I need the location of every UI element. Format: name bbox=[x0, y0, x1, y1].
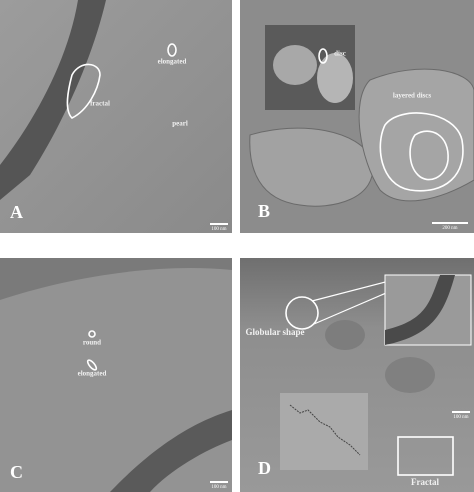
label: Fractal bbox=[411, 477, 439, 487]
particle bbox=[385, 357, 435, 393]
panel-a: elongated fractal pearl A 100 nm bbox=[0, 0, 232, 233]
carbon-film bbox=[0, 0, 106, 200]
inset-region bbox=[385, 275, 455, 345]
connector bbox=[313, 289, 394, 325]
outline bbox=[86, 359, 98, 371]
outline bbox=[66, 63, 101, 119]
label: Globular shape bbox=[245, 327, 304, 337]
particle bbox=[325, 320, 365, 350]
fractal-aggregate bbox=[289, 404, 361, 456]
scale-label: 200 nm bbox=[442, 226, 457, 231]
outline bbox=[285, 296, 319, 330]
label: pearl bbox=[172, 120, 188, 128]
outline bbox=[88, 330, 96, 338]
outline bbox=[379, 112, 464, 192]
label: fractal bbox=[90, 100, 110, 108]
label: round bbox=[83, 339, 101, 347]
inset-region bbox=[273, 45, 317, 85]
label: layered discs bbox=[393, 92, 431, 100]
label: elongated bbox=[78, 370, 107, 378]
panel-letter: B bbox=[258, 201, 270, 221]
scale-label: 100 nm bbox=[211, 485, 226, 490]
scale-label: 100 nm bbox=[211, 227, 226, 232]
panel-letter: C bbox=[10, 462, 23, 482]
panel-c: round elongated C 100 nm bbox=[0, 258, 232, 492]
micrograph bbox=[0, 258, 232, 492]
label: elongated bbox=[158, 58, 187, 66]
panel-d: Globular shape Fractal D 100 nm bbox=[240, 258, 474, 492]
film-region bbox=[249, 127, 374, 207]
outline bbox=[409, 130, 449, 181]
panel-letter: D bbox=[258, 458, 271, 478]
panel-b: disc layered discs B 200 nm bbox=[240, 0, 474, 233]
label: disc bbox=[334, 50, 346, 58]
outline bbox=[397, 436, 454, 476]
film-region bbox=[358, 68, 474, 202]
connector bbox=[311, 279, 394, 302]
inset-region bbox=[317, 53, 353, 103]
film-region bbox=[0, 258, 232, 300]
carbon-film bbox=[110, 410, 232, 492]
outline bbox=[318, 48, 328, 64]
panel-letter: A bbox=[10, 202, 23, 222]
outline bbox=[167, 43, 177, 57]
inset bbox=[280, 393, 368, 470]
scale-label: 100 nm bbox=[453, 415, 468, 420]
